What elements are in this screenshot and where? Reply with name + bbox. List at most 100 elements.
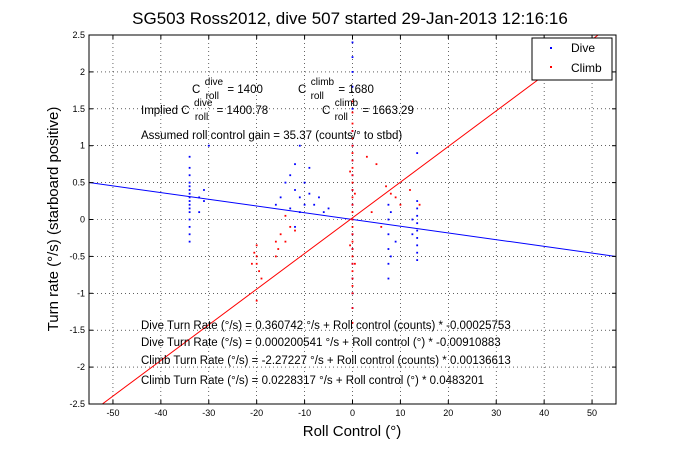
legend-box	[531, 37, 613, 81]
point-dive	[394, 240, 397, 243]
point-climb	[394, 196, 397, 199]
point-climb	[351, 240, 354, 243]
point-dive	[188, 181, 191, 184]
point-dive	[313, 203, 316, 206]
point-dive	[351, 41, 354, 44]
point-dive	[188, 166, 191, 169]
annotation-implied: Implied C dive roll = 1400.78	[141, 93, 268, 124]
point-dive	[289, 174, 292, 177]
point-climb	[351, 321, 354, 324]
legend-marker-dive	[550, 47, 552, 49]
annotation-fit-1: Dive Turn Rate (°/s) = 0.360742 °/s + Ro…	[141, 320, 511, 332]
point-climb	[277, 248, 280, 250]
point-climb	[351, 130, 354, 132]
point-dive	[387, 218, 390, 221]
x-tick-label: -20	[250, 408, 263, 418]
annotations: C dive roll = 1400 C climb roll = 1680 I…	[141, 72, 511, 387]
x-tick-label: 40	[539, 408, 549, 418]
point-dive	[207, 144, 210, 147]
point-climb	[351, 203, 354, 206]
point-dive	[203, 200, 205, 202]
annotation-gain: Assumed roll control gain = 35.37 (count…	[141, 130, 402, 142]
point-dive	[188, 207, 191, 210]
point-climb	[351, 218, 354, 221]
point-dive	[188, 233, 191, 236]
point-dive	[416, 237, 419, 239]
point-climb	[353, 262, 356, 265]
point-climb	[294, 229, 296, 232]
point-climb	[351, 262, 354, 265]
point-climb	[253, 251, 256, 254]
x-tick-label: -30	[202, 408, 215, 418]
point-dive	[188, 185, 191, 188]
point-dive	[274, 203, 277, 206]
point-dive	[289, 207, 292, 210]
point-climb	[409, 189, 411, 191]
x-tick-label: 10	[395, 408, 405, 418]
y-tick-label: 1	[80, 141, 85, 151]
point-climb	[351, 196, 354, 199]
y-tick-label: 0	[80, 215, 85, 225]
point-climb	[351, 211, 354, 214]
point-dive	[416, 251, 419, 254]
point-dive	[294, 225, 296, 228]
y-tick-label: 2.5	[72, 30, 85, 40]
point-dive	[188, 240, 191, 243]
annotation-c-dive: C dive roll = 1400	[192, 72, 263, 103]
point-climb	[351, 248, 354, 250]
point-dive	[416, 200, 419, 202]
point-climb	[351, 225, 354, 228]
x-tick-label: -40	[154, 408, 167, 418]
point-dive	[308, 166, 311, 169]
point-climb	[399, 203, 402, 206]
point-climb	[351, 233, 354, 236]
point-climb	[279, 233, 282, 236]
y-tick-label: 2	[80, 67, 85, 77]
data-points	[188, 41, 421, 324]
y-tick-label: -2	[77, 362, 85, 372]
point-climb	[351, 181, 354, 184]
chart-title: SG503 Ross2012, dive 507 started 29-Jan-…	[132, 9, 568, 28]
point-climb	[351, 152, 354, 154]
point-dive	[416, 214, 419, 217]
point-dive	[203, 189, 205, 191]
point-dive	[389, 255, 392, 258]
point-dive	[416, 244, 419, 247]
point-climb	[284, 240, 287, 243]
point-dive	[416, 222, 419, 225]
fit-line-climb	[101, 35, 599, 404]
x-tick-label: -10	[298, 408, 311, 418]
point-climb	[351, 292, 354, 295]
point-climb	[351, 111, 354, 114]
point-dive	[279, 196, 282, 199]
point-dive	[327, 207, 330, 210]
y-tick-label: -0.5	[69, 251, 85, 261]
annotation-fit-3: Climb Turn Rate (°/s) = -2.27227 °/s + R…	[141, 355, 511, 367]
annotation-fit-2: Dive Turn Rate (°/s) = 0.000200541 °/s +…	[141, 337, 501, 349]
point-dive	[303, 181, 306, 184]
point-dive	[416, 259, 419, 261]
x-tick-label: 30	[491, 408, 501, 418]
point-dive	[387, 277, 390, 280]
x-tick-label: 50	[587, 408, 597, 418]
point-dive	[416, 229, 419, 232]
legend: Dive Climb	[531, 37, 613, 81]
point-climb	[258, 270, 260, 273]
point-dive	[416, 152, 419, 154]
point-climb	[351, 144, 354, 147]
point-dive	[387, 233, 390, 236]
point-climb	[389, 192, 392, 195]
point-climb	[351, 270, 354, 273]
point-climb	[250, 262, 253, 265]
legend-label-dive: Dive	[571, 41, 595, 55]
ticks: -50 -40 -30 -20 -10 0 10 20 30 40 50-2.5-2-1.5-1-0…	[69, 30, 616, 418]
point-dive	[308, 192, 311, 195]
point-dive	[411, 233, 414, 236]
point-climb	[349, 170, 352, 173]
point-dive	[188, 192, 191, 195]
x-tick-label: 20	[443, 408, 453, 418]
point-dive	[188, 174, 191, 177]
point-dive	[294, 163, 296, 166]
point-climb	[351, 307, 354, 309]
point-dive	[188, 218, 191, 221]
